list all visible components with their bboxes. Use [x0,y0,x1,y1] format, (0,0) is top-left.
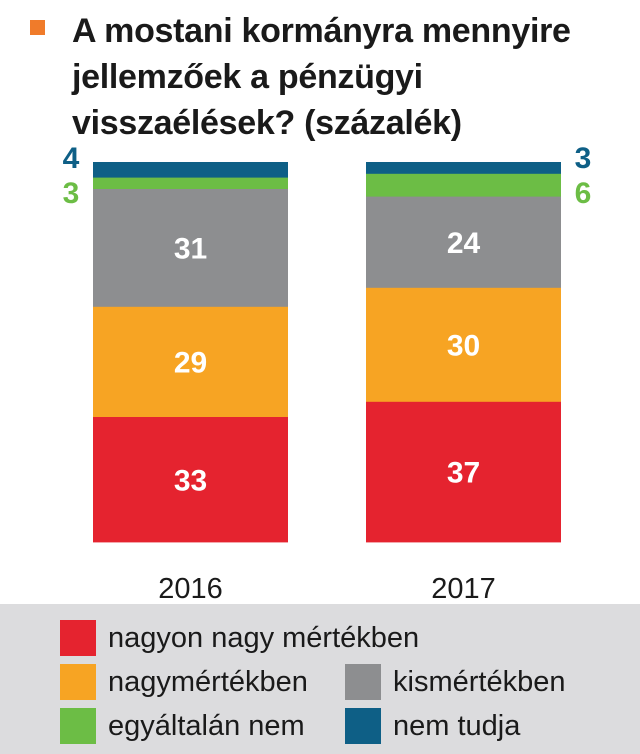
legend-swatch-kis [345,664,381,700]
title-marker-icon [30,20,45,35]
data-label-2016-kismertekben: 31 [174,233,207,266]
data-label-2017-nem-tudja: 3 [575,142,592,175]
legend-swatch-egyaltalan [60,708,96,744]
bar-segment-2017-nagymertekben [366,287,561,402]
bar-segment-2016-nagyon-nagy-mertekben [93,416,288,543]
bar-segment-2016-kismertekben [93,188,288,307]
x-tick-2016: 2016 [158,573,223,605]
bar-segment-2017-kismertekben [366,196,561,288]
bar-segment-2017-nagyon-nagy-mertekben [366,401,561,543]
data-label-2016-nem-tudja: 4 [63,142,80,175]
legend-swatch-nem-tudja [345,708,381,744]
legend-swatch-nagyon-nagy [60,620,96,656]
data-label-2017-nagymertekben: 30 [447,329,480,362]
bar-segment-2016-nagymertekben [93,306,288,417]
legend-label-nem-tudja: nem tudja [393,710,521,742]
legend-label-nagyon-nagy: nagyon nagy mértékben [108,622,420,654]
data-label-2016-egyaltalan-nem: 3 [63,177,80,210]
legend-swatch-nagy [60,664,96,700]
legend-label-egyaltalan: egyáltalán nem [108,710,305,742]
bar-segment-2017-nem-tudja [366,162,561,174]
data-label-2016-nagyon-nagy-mertekben: 33 [174,464,207,497]
bar-segment-2016-nem-tudja [93,162,288,178]
data-label-2017-nagyon-nagy-mertekben: 37 [447,457,480,490]
data-label-2017-egyaltalan-nem: 6 [575,177,592,210]
bar-segment-2017-egyaltalan-nem [366,173,561,197]
data-label-2016-nagymertekben: 29 [174,347,207,380]
legend: nagyon nagy mértékben nagymértékben kism… [0,604,640,754]
x-tick-2017: 2017 [431,573,496,605]
legend-label-kis: kismértékben [393,666,566,698]
legend-label-nagy: nagymértékben [108,666,308,698]
data-label-2017-kismertekben: 24 [447,227,481,260]
chart-title: A mostani kormányra mennyire jellemzőek … [72,12,571,142]
bar-segment-2016-egyaltalan-nem [93,177,288,189]
